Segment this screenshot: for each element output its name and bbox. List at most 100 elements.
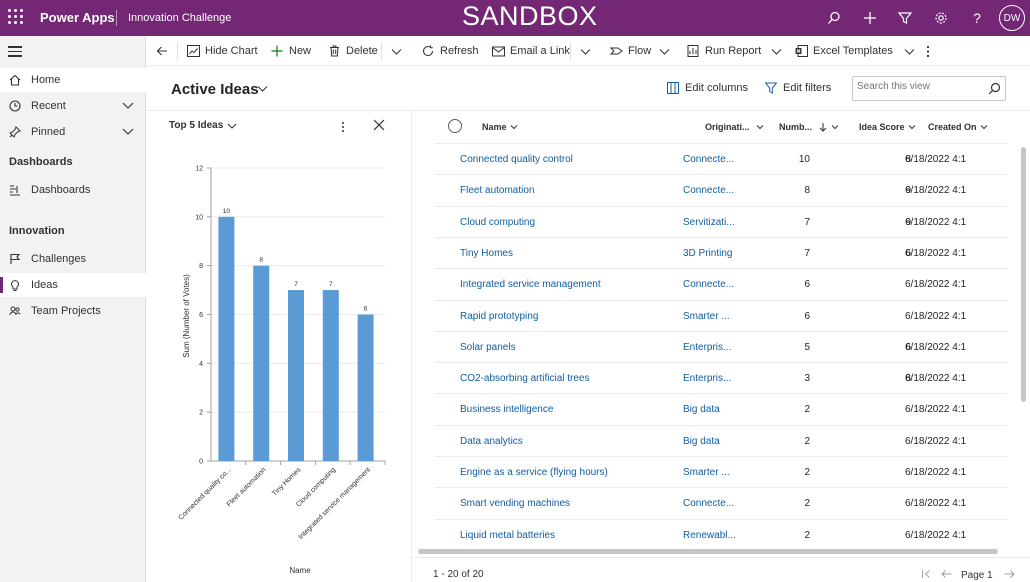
cell-name[interactable]: Tiny Homes — [460, 247, 513, 259]
column-header-votes[interactable]: Numb... — [779, 122, 839, 132]
cell-origin[interactable]: Connecte... — [683, 154, 735, 165]
view-selector-chevron-icon[interactable] — [257, 83, 268, 97]
horizontal-scrollbar[interactable] — [418, 549, 998, 554]
column-header-created-on[interactable]: Created On — [928, 122, 988, 132]
cell-name[interactable]: Rapid prototyping — [460, 310, 539, 322]
edit-columns-button[interactable]: Edit columns — [667, 82, 748, 94]
table-row[interactable]: Liquid metal batteries Renewabl... 2 6/18/2… — [435, 518, 1007, 550]
table-row[interactable]: Data analytics Big data 2 6/18/2022 4:1 — [435, 424, 1007, 456]
hide-chart-button[interactable]: Hide Chart — [186, 43, 258, 59]
email-link-button[interactable]: Email a Link — [491, 43, 570, 59]
cell-name[interactable]: Business intelligence — [460, 404, 554, 416]
chevron-down-icon[interactable] — [122, 99, 134, 114]
cell-origin[interactable]: Smarter ... — [683, 467, 730, 478]
chart-bar[interactable] — [218, 216, 235, 461]
chart-bar[interactable] — [253, 265, 270, 461]
vertical-scrollbar[interactable] — [1021, 147, 1026, 402]
search-input[interactable] — [857, 81, 982, 92]
chart-bar[interactable] — [322, 290, 339, 461]
chart-selector-chevron-icon[interactable] — [227, 121, 237, 134]
new-button[interactable]: New — [270, 43, 311, 59]
table-row[interactable]: Fleet automation Connecte... 8 9 6/18/2022 4… — [435, 174, 1007, 205]
flow-button[interactable]: Flow — [609, 43, 670, 59]
run-report-label: Run Report — [705, 45, 762, 57]
bar-chart[interactable]: 0 2 4 6 8 10 12 10 Connected quality co... 8 Fleet… — [147, 111, 412, 582]
cell-origin[interactable]: Enterpris... — [683, 373, 732, 385]
delete-button[interactable]: Delete — [327, 43, 378, 59]
plus-icon[interactable] — [860, 8, 880, 28]
cell-name[interactable]: Solar panels — [460, 341, 516, 353]
close-icon[interactable] — [373, 119, 385, 134]
table-row[interactable]: Engine as a service (flying hours) Smarte… — [435, 456, 1007, 487]
cell-origin[interactable]: Enterpris... — [683, 341, 732, 353]
sidebar-item-pinned[interactable]: Pinned — [0, 120, 146, 144]
first-page-icon[interactable] — [921, 569, 931, 582]
chart-more-icon[interactable] — [341, 121, 345, 136]
environment-name[interactable]: Innovation Challenge — [128, 12, 232, 24]
more-delete-chevron[interactable] — [391, 43, 402, 59]
search-icon[interactable] — [824, 8, 844, 28]
back-button[interactable] — [156, 43, 168, 59]
chart-bar[interactable] — [357, 314, 374, 462]
cell-name[interactable]: Fleet automation — [460, 185, 535, 197]
column-header-score[interactable]: Idea Score — [859, 122, 916, 132]
cell-name[interactable]: CO2-absorbing artificial trees — [460, 373, 590, 385]
cell-name[interactable]: Data analytics — [460, 435, 523, 447]
more-email-chevron[interactable] — [580, 43, 591, 59]
filter-icon[interactable] — [895, 8, 915, 28]
app-launcher-icon[interactable] — [8, 9, 24, 25]
column-header-origination[interactable]: Originati... — [705, 122, 764, 132]
cell-name[interactable]: Connected quality control — [460, 154, 573, 165]
sidebar-item-home[interactable]: Home — [0, 68, 146, 92]
cell-origin[interactable]: Connecte... — [683, 498, 735, 510]
cell-name[interactable]: Liquid metal batteries — [460, 529, 556, 541]
table-row[interactable]: Smart vending machines Connecte... 2 6/18/2… — [435, 487, 1007, 518]
cell-name[interactable]: Engine as a service (flying hours) — [460, 467, 608, 478]
gear-icon[interactable] — [931, 8, 951, 28]
table-row[interactable]: Cloud computing Servitizati... 7 9 6/18/2022… — [435, 205, 1007, 237]
cell-origin[interactable]: Big data — [683, 404, 720, 416]
refresh-button[interactable]: Refresh — [421, 43, 479, 59]
table-row[interactable]: Connected quality control Connecte... 10 8 6… — [435, 143, 1007, 174]
table-row[interactable]: CO2-absorbing artificial trees Enterpris.… — [435, 362, 1007, 393]
chart-bar[interactable] — [288, 290, 304, 461]
hamburger-menu-icon[interactable] — [8, 46, 22, 58]
sidebar-item-dashboards[interactable]: Dashboards — [0, 178, 146, 202]
table-row[interactable]: Business intelligence Big data 2 6/18/2022 … — [435, 393, 1007, 424]
help-icon[interactable]: ? — [973, 10, 981, 26]
more-commands-button[interactable] — [926, 43, 930, 59]
cell-origin[interactable]: Big data — [683, 435, 720, 447]
sidebar-item-ideas[interactable]: Ideas — [0, 273, 146, 297]
table-row[interactable]: Solar panels Enterpris... 5 6 6/18/2022 4:1 — [435, 330, 1007, 362]
grid-header: Name Originati... Numb... Idea Score Cre… — [435, 111, 1015, 143]
avatar[interactable]: DW — [999, 5, 1025, 31]
cell-name[interactable]: Cloud computing — [460, 216, 536, 228]
table-row[interactable]: Rapid prototyping Smarter ... 6 6/18/2022 4… — [435, 299, 1007, 331]
sidebar-item-team-projects[interactable]: Team Projects — [0, 299, 146, 323]
table-row[interactable]: Integrated service management Connecte...… — [435, 268, 1007, 299]
cell-origin[interactable]: 3D Printing — [683, 247, 733, 259]
excel-templates-button[interactable]: Excel Templates — [794, 43, 915, 59]
edit-filters-button[interactable]: Edit filters — [765, 82, 831, 94]
cell-origin[interactable]: Servitizati... — [683, 216, 735, 228]
x-tick-label: Fleet automation — [226, 466, 268, 508]
select-all-radio[interactable] — [448, 119, 462, 133]
chart-title[interactable]: Top 5 Ideas — [169, 120, 224, 131]
column-header-name[interactable]: Name — [482, 122, 518, 132]
cell-origin[interactable]: Renewabl... — [683, 529, 736, 541]
sidebar-item-challenges[interactable]: Challenges — [0, 247, 146, 271]
next-page-icon[interactable] — [1004, 569, 1015, 582]
table-row[interactable]: Tiny Homes 3D Printing 7 6 6/18/2022 4:1 — [435, 236, 1007, 268]
chevron-down-icon[interactable] — [122, 125, 134, 140]
sidebar-item-recent[interactable]: Recent — [0, 94, 146, 118]
cell-origin[interactable]: Connecte... — [683, 279, 735, 291]
cell-origin[interactable]: Smarter ... — [683, 310, 730, 322]
cell-name[interactable]: Integrated service management — [460, 279, 601, 291]
run-report-button[interactable]: Run Report — [686, 43, 782, 59]
app-name[interactable]: Power Apps — [40, 10, 115, 25]
search-icon[interactable] — [988, 82, 1001, 98]
page-title[interactable]: Active Ideas — [171, 81, 259, 98]
previous-page-icon[interactable] — [941, 569, 952, 582]
cell-name[interactable]: Smart vending machines — [460, 498, 571, 510]
cell-origin[interactable]: Connecte... — [683, 185, 735, 197]
